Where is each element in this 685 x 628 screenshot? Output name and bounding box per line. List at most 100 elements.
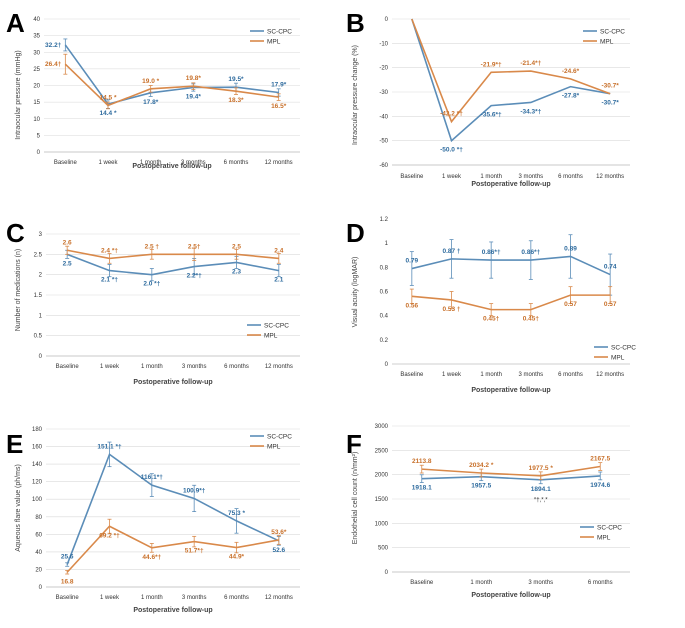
y-tick-label: 30: [33, 50, 40, 56]
y-tick-label: 2500: [375, 448, 389, 454]
y-tick-label: 0: [39, 354, 43, 360]
y-tick-label: 0.5: [34, 334, 43, 340]
data-label: 0.89: [564, 245, 577, 252]
y-tick-label: 0.6: [380, 290, 389, 296]
x-tick-label: 1 month: [470, 580, 492, 586]
legend-label: MPL: [611, 354, 625, 361]
y-tick-label: 0.2: [380, 338, 389, 344]
data-label: -42.2 *†: [440, 111, 463, 118]
data-label: 2113.8: [412, 458, 432, 465]
data-label: 52.6: [273, 547, 286, 554]
y-tick-label: 2.5: [34, 252, 43, 258]
x-tick-label: 1 week: [442, 372, 462, 378]
x-axis-title: Postoperative follow-up: [132, 163, 211, 170]
y-tick-label: 2000: [375, 473, 389, 479]
x-tick-label: 3 months: [182, 595, 207, 601]
legend-label: SC-CPC: [267, 28, 292, 35]
panel-letter: A: [6, 8, 25, 38]
data-label: 19.0 *: [142, 78, 159, 85]
data-label: 51.7*†: [185, 548, 204, 555]
panel-letter: E: [6, 429, 23, 459]
y-tick-label: 35: [33, 34, 40, 40]
series-sc-cpc: -50.0 *† -35.6*† -34.3*† -27.8* -30.7*: [411, 18, 619, 154]
y-tick-label: 15: [33, 100, 40, 106]
data-label: 2.6: [63, 239, 72, 246]
data-label: 14.5 *: [100, 94, 117, 101]
series-line: [411, 255, 611, 276]
y-tick-label: 180: [32, 427, 43, 433]
data-label: 2.1 *†: [101, 277, 118, 284]
x-tick-label: 6 months: [224, 364, 249, 370]
y-tick-label: 40: [33, 17, 40, 23]
y-tick-label: 1.5: [34, 293, 43, 299]
data-label: 2.3: [232, 268, 241, 275]
data-label: -34.3*†: [520, 108, 541, 115]
data-label: 116.1*†: [141, 474, 163, 481]
x-tick-label: 6 months: [558, 372, 583, 378]
x-tick-label: 1 week: [442, 174, 462, 180]
data-label: 2.5 †: [145, 243, 160, 250]
y-tick-label: 3000: [375, 424, 389, 430]
x-tick-label: 1 month: [141, 595, 163, 601]
data-label: 19.8*: [186, 75, 202, 82]
y-tick-label: 1000: [375, 521, 389, 527]
x-tick-label: 6 months: [588, 580, 613, 586]
series-mpl: 26.4† 14.5 * 19.0 * 19.8* 18.3* 16.5*: [45, 53, 287, 110]
data-label: 0.56: [406, 302, 419, 309]
y-axis-title: Number of medications (n): [15, 249, 22, 331]
panel-a: A 0 5 10 15 20 25 30 35 40 Baseline 1 week 1 month 3 …: [6, 8, 300, 170]
series-mpl: 16.8 69.2 *† 44.6*† 51.7*† 44.9* 53.6*: [61, 518, 287, 585]
legend-label: SC-CPC: [600, 28, 625, 35]
y-tick-label: 3: [39, 232, 43, 238]
data-label: 2.1: [274, 277, 283, 284]
data-label: 14.4 *: [100, 110, 117, 117]
series-line: [421, 465, 601, 477]
series-line: [66, 525, 279, 573]
y-tick-label: 0.8: [380, 265, 389, 271]
y-tick-label: 100: [32, 497, 43, 503]
annotation: *†,*,*: [534, 497, 548, 503]
panel-d: D 0 0.2 0.4 0.6 0.8 1 1.2 Baseline 1 week 1 month 3…: [346, 217, 636, 394]
data-label: 1977.5 *: [529, 465, 554, 472]
y-tick-label: 160: [32, 445, 43, 451]
x-tick-label: 6 months: [224, 595, 249, 601]
panel-b: B 0 -10 -20 -30 -40 -50 -60 Baseline 1 week 1 mont…: [346, 8, 630, 188]
series-mpl: 2113.8 2034.2 * 1977.5 * 2167.5: [412, 456, 611, 481]
data-label: -30.7*: [601, 100, 619, 107]
data-label: 2167.5: [590, 456, 610, 463]
x-tick-label: 3 months: [518, 174, 543, 180]
y-tick-label: -10: [379, 41, 388, 47]
data-label: 53.6*: [271, 529, 287, 536]
data-label: 2034.2 *: [469, 462, 494, 469]
y-axis-title: Intraocular pressure change (%): [352, 45, 359, 145]
x-axis-title: Postoperative follow-up: [133, 607, 212, 614]
data-label: 0.53 †: [442, 306, 460, 313]
panel-c: C 0 0.5 1 1.5 2 2.5 3 Baseline 1 week 1 month 3 mon…: [6, 218, 300, 386]
y-tick-label: 1.2: [380, 217, 389, 223]
series-line: [67, 249, 279, 260]
y-tick-label: -20: [379, 66, 388, 72]
data-label: 17.8*: [143, 99, 159, 106]
x-tick-label: 1 week: [100, 595, 120, 601]
series-line: [64, 63, 279, 107]
data-label: -24.6*: [562, 68, 580, 75]
y-tick-label: 10: [33, 117, 40, 123]
data-label: -21.9*†: [481, 61, 502, 68]
legend-label: MPL: [600, 38, 614, 45]
legend-label: SC-CPC: [264, 322, 289, 329]
y-tick-label: 80: [35, 515, 42, 521]
data-label: 1894.1: [531, 486, 551, 493]
data-label: 44.9*: [229, 554, 245, 561]
y-tick-label: 0: [39, 585, 43, 591]
series-sc-cpc: 0.79 0.87 † 0.86*† 0.86*† 0.89 0.74: [406, 234, 617, 296]
data-label: 2.4: [274, 247, 283, 254]
panel-letter: C: [6, 218, 25, 248]
x-axis-title: Postoperative follow-up: [471, 387, 550, 394]
data-label: 32.2†: [45, 42, 62, 49]
y-tick-label: -50: [379, 139, 388, 145]
y-tick-label: 1500: [375, 497, 389, 503]
series-line: [411, 18, 611, 124]
data-label: -27.8*: [562, 93, 580, 100]
data-label: 2.5: [63, 260, 72, 267]
